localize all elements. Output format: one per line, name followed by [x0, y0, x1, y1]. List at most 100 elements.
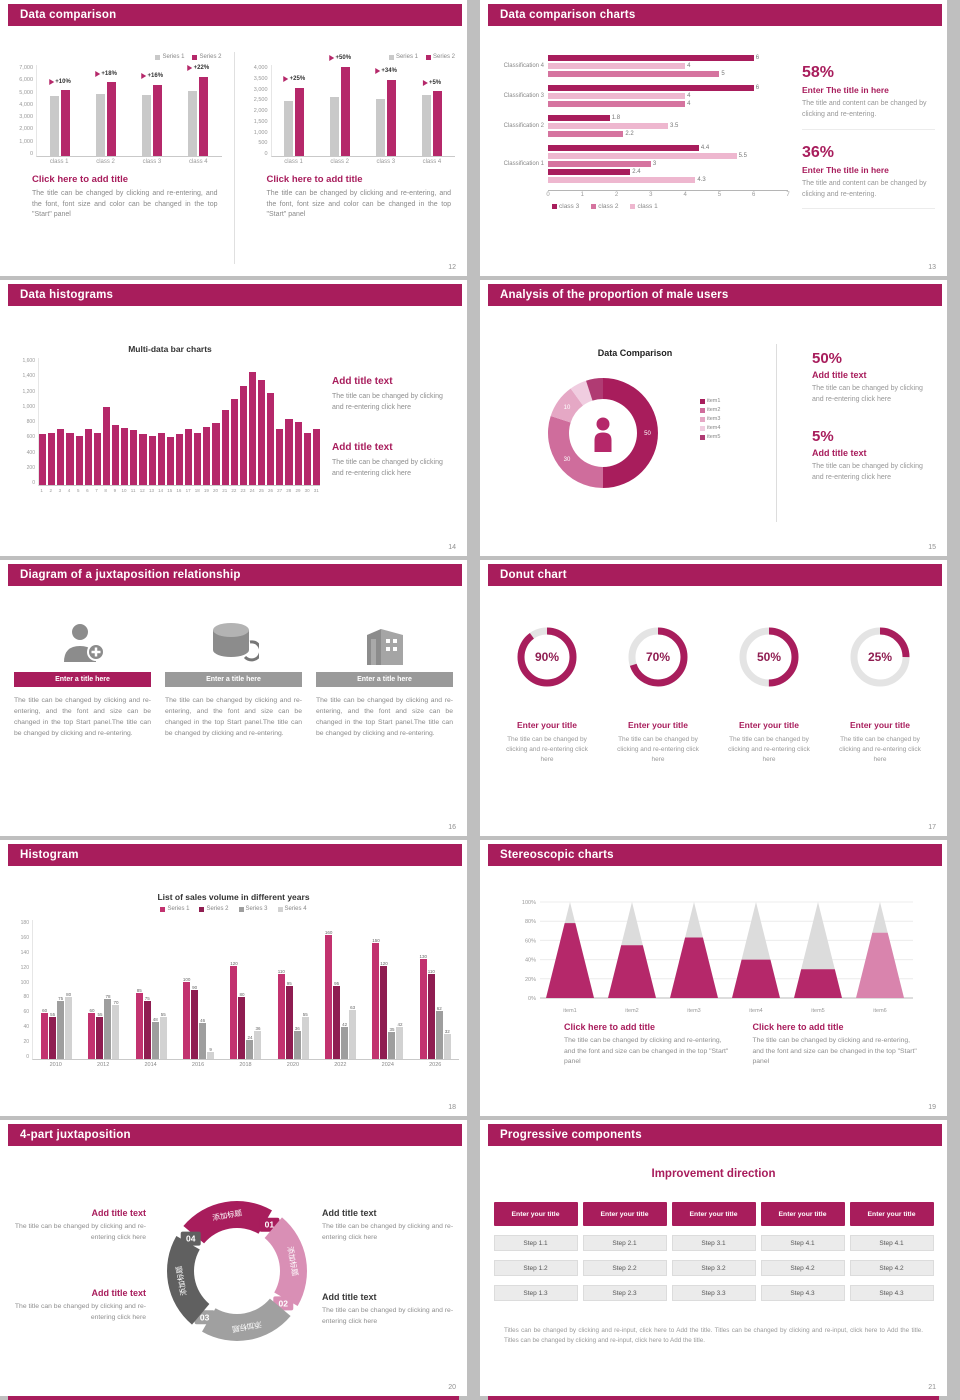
bar [333, 985, 341, 1059]
slide-21[interactable]: Progressive components Improvement direc… [480, 1120, 947, 1396]
x-axis: class 1 class 2 class 3 class 4 [271, 159, 456, 165]
bar-value-label: 32 [444, 1029, 450, 1035]
block-title: Add title text [322, 1292, 377, 1302]
donut-segment [603, 378, 658, 488]
x-tick: 6 [86, 488, 89, 493]
bar-value-label: 62 [436, 1006, 442, 1012]
bar-value-label: 5.5 [738, 153, 747, 159]
legend-item: class 3 [552, 203, 579, 210]
bar-cluster [50, 65, 71, 156]
slide-header: Diagram of a juxtaposition relationship [8, 564, 462, 586]
bar-value-label: 75 [58, 996, 64, 1002]
text-block: Add title text The title can be changed … [322, 1292, 454, 1327]
stat-block: 5% Add title text The title can be chang… [812, 428, 933, 492]
block-body: The title can be changed by clicking and… [165, 697, 302, 737]
y-tick: 100% [522, 900, 536, 906]
slide-19[interactable]: Stereoscopic charts 100% 80% 60% 40% 20% 0% it… [480, 840, 947, 1116]
bar [267, 392, 275, 485]
x-tick: 16 [176, 488, 182, 493]
donut-segment [547, 416, 603, 488]
slide-14[interactable]: Data histograms Multi-data bar charts 1,… [0, 280, 467, 556]
x-tick: 12 [139, 488, 145, 493]
x-axis: 0 1 2 3 4 5 6 7 [546, 190, 790, 200]
y-tick: 100 [20, 979, 29, 986]
bar-value-label: 160 [324, 930, 333, 936]
stats-panel: 58% Enter The title in here The title an… [788, 54, 935, 266]
bar-cluster [376, 65, 397, 156]
x-tick: class 1 [49, 159, 69, 165]
y-tick: 160 [20, 934, 29, 941]
page-number: 16 [448, 824, 456, 831]
title-bar: Enter a title here [316, 672, 453, 687]
ring-segment [264, 1217, 307, 1306]
legend-item: class 1 [630, 203, 658, 210]
gauge-value: 70% [646, 650, 670, 664]
progress-column: Enter your title Step 1.1 Step 1.2 Step 1.3 [493, 1202, 578, 1301]
bar [121, 427, 129, 485]
chart-legend: Series 1 Series 2 Series 3 Series 4 [0, 906, 467, 912]
chart-legend: Series 1 Series 2 [247, 52, 455, 62]
bar-cluster [188, 65, 209, 156]
bar [93, 432, 101, 485]
slide-header: Data comparison charts [488, 4, 942, 26]
step-box: Step 4.3 [760, 1285, 845, 1301]
bar-line: 5 [548, 70, 788, 78]
slide-18[interactable]: Histogram List of sales volume in differ… [0, 840, 467, 1116]
bar [548, 161, 651, 167]
badge-label: +18% [95, 71, 117, 77]
bar-cluster [284, 65, 305, 156]
legend-swatch [700, 434, 705, 440]
bar-column: 78 [104, 920, 112, 1059]
ring-segment [167, 1236, 210, 1325]
bar-column: 110 [277, 920, 285, 1059]
slide-16[interactable]: Diagram of a juxtaposition relationship … [0, 560, 467, 836]
bar-column: 120 [230, 920, 238, 1059]
bar-cluster [142, 65, 163, 156]
slide-13[interactable]: Data comparison charts Classification 4 6… [480, 0, 947, 276]
bar-column: 80 [65, 920, 73, 1059]
y-tick: 0% [528, 996, 536, 1002]
slide-12[interactable]: Data comparison Series 1 Series 2 7,000 6,0… [0, 0, 467, 276]
bar-value-label: 6 [755, 85, 760, 91]
slide-17[interactable]: Donut chart 90% Enter your title The tit… [480, 560, 947, 836]
feature-column: Enter a title here The title can be chan… [165, 614, 302, 824]
legend-label: item5 [707, 434, 721, 440]
bar-column: 42 [396, 920, 404, 1059]
bar [183, 981, 191, 1059]
slide-20[interactable]: 4-part juxtaposition 添加标题 01 添加标题 02 添加标题 03 添… [0, 1120, 467, 1396]
x-tick: class 1 [284, 159, 303, 165]
bar [230, 966, 238, 1059]
bar [39, 434, 47, 485]
bar-column: 62 [435, 920, 443, 1059]
bar [248, 372, 256, 485]
bar [112, 1004, 120, 1059]
icon-box [14, 614, 151, 672]
bar-column: 36 [254, 920, 262, 1059]
bar-value-label: 46 [200, 1018, 206, 1024]
bar [548, 177, 696, 183]
bar [312, 429, 320, 485]
y-tick: 3,000 [253, 86, 268, 93]
y-tick: 180 [20, 920, 29, 926]
bar [66, 433, 74, 485]
next-slide-header-cutoff [8, 1396, 459, 1400]
chart-title: Multi-data bar charts [128, 344, 212, 354]
bar-column: 48 [151, 920, 159, 1059]
y-tick: 0 [32, 480, 35, 486]
bar [293, 1031, 301, 1059]
block-body: The title can be changed by clicking and… [332, 458, 443, 477]
bar [230, 399, 238, 485]
x-tick: class 2 [96, 159, 115, 165]
block-title: Enter your title [850, 720, 910, 730]
slide-15[interactable]: Analysis of the proportion of male users… [480, 280, 947, 556]
block-title: Add title text [332, 376, 393, 387]
bar-value-label: 60 [89, 1007, 95, 1013]
bar-value-label: 80 [239, 992, 245, 998]
bar [294, 421, 302, 485]
bar-group: +18% [85, 65, 127, 156]
bar-line: 4 [548, 92, 788, 100]
legend-swatch [192, 54, 198, 60]
y-tick: 1,400 [22, 373, 35, 380]
block-title: Click here to add title [32, 174, 129, 185]
gauge-value: 50% [757, 650, 781, 664]
